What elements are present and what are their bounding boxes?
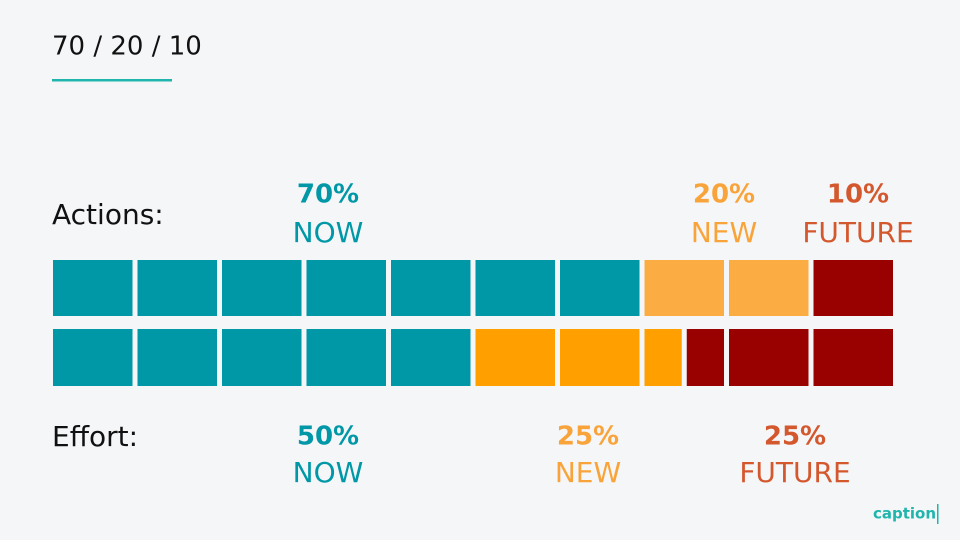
block	[813, 260, 893, 316]
block	[222, 260, 302, 316]
block	[475, 260, 555, 316]
segment-percent: 50%	[297, 422, 359, 452]
block	[813, 329, 893, 386]
block	[475, 329, 555, 386]
block	[391, 329, 471, 386]
segment-percent: 25%	[764, 422, 826, 452]
segment-name: NEW	[555, 456, 621, 489]
row-label: Actions:	[52, 198, 164, 231]
block	[306, 329, 386, 386]
block	[560, 329, 640, 386]
segment-percent: 10%	[827, 180, 889, 210]
segment-percent: 70%	[297, 180, 359, 210]
block	[137, 260, 217, 316]
block	[137, 329, 217, 386]
block	[644, 260, 724, 316]
block	[644, 329, 682, 386]
segment-name: NEW	[691, 216, 757, 249]
segment-percent: 25%	[557, 422, 619, 452]
block	[686, 329, 724, 386]
block	[222, 329, 302, 386]
block	[560, 260, 640, 316]
segment-name: NOW	[293, 456, 364, 489]
logo-cursor	[937, 504, 939, 524]
title-underline	[52, 79, 172, 82]
block	[306, 260, 386, 316]
segment-name: FUTURE	[802, 216, 913, 249]
block	[53, 260, 133, 316]
title: 70 / 20 / 10	[52, 32, 202, 62]
block	[729, 329, 809, 386]
block	[391, 260, 471, 316]
segment-percent: 20%	[693, 180, 755, 210]
segment-name: FUTURE	[739, 456, 850, 489]
block	[729, 260, 809, 316]
logo: caption	[873, 505, 936, 523]
row-label: Effort:	[52, 420, 138, 453]
block	[53, 329, 133, 386]
segment-name: NOW	[293, 216, 364, 249]
